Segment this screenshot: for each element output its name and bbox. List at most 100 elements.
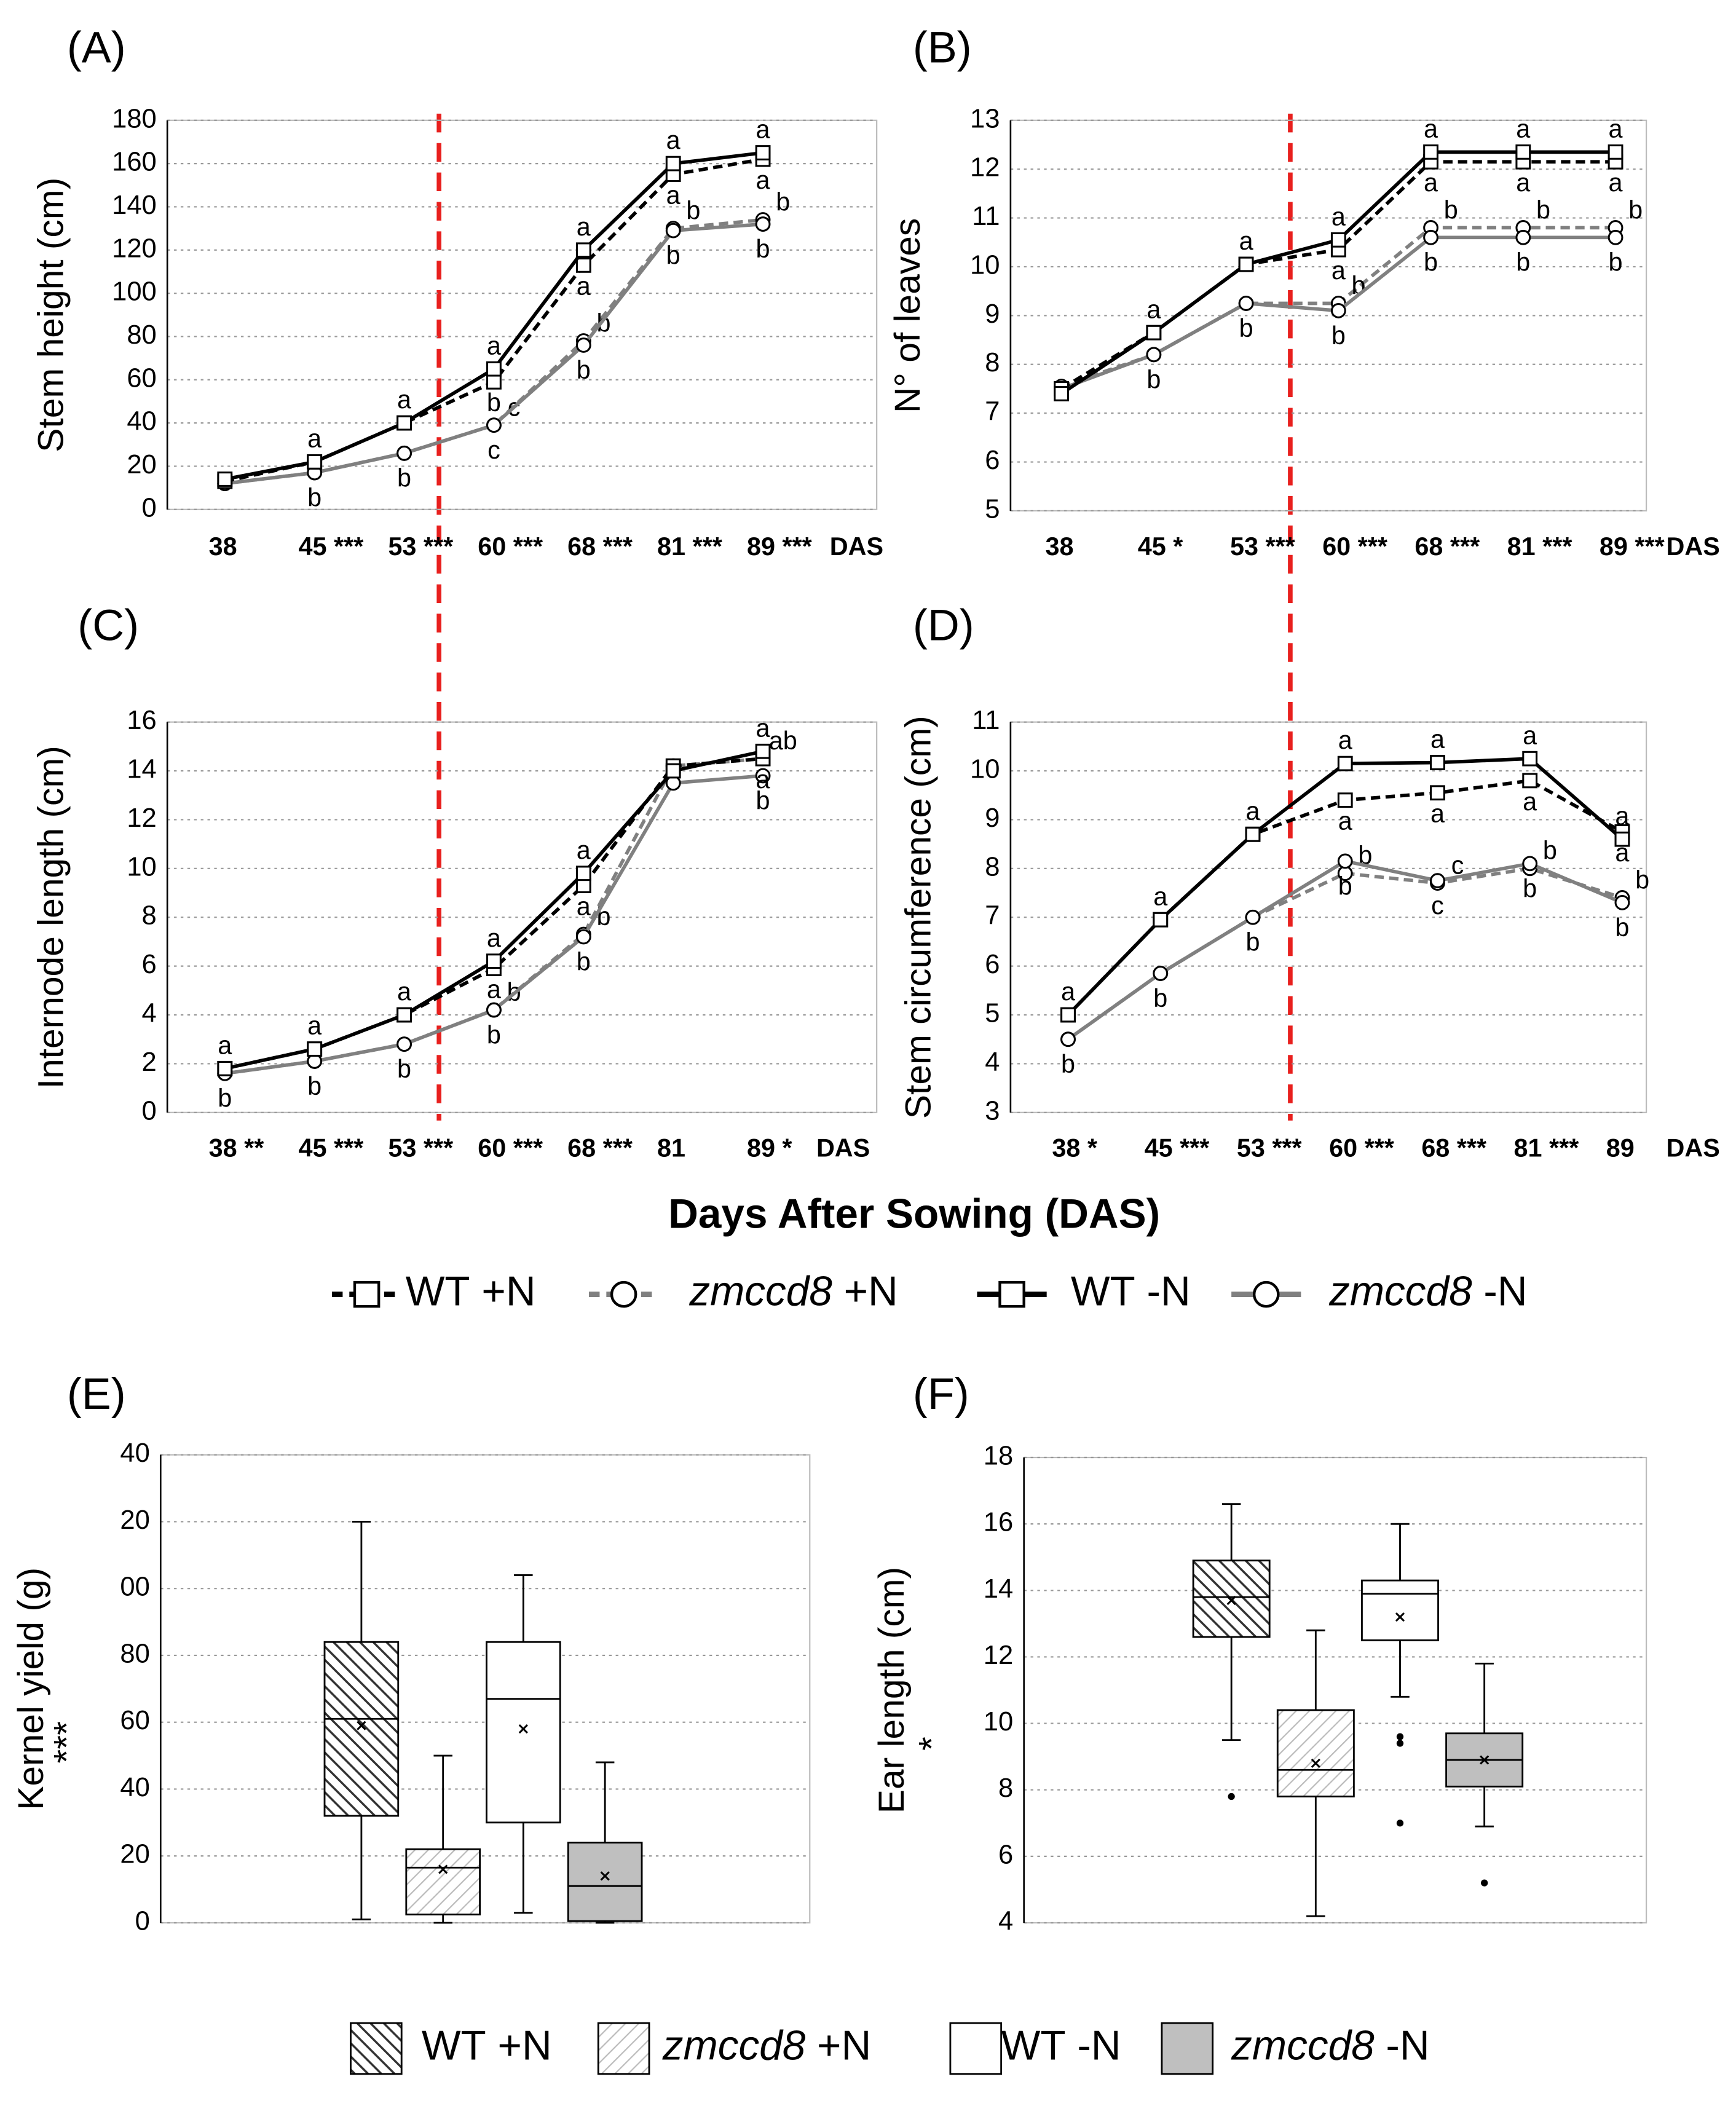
- significance-letter: a: [756, 116, 770, 144]
- y-axis-label: Stem circumference (cm): [899, 716, 939, 1119]
- data-point: [1430, 785, 1445, 801]
- data-point: [1522, 773, 1538, 789]
- data-point: [575, 866, 591, 881]
- y-tick-label: 5: [985, 999, 1000, 1028]
- y-tick-label: 12: [984, 1641, 1013, 1670]
- data-point: [486, 417, 502, 433]
- y-tick-label: 10: [970, 755, 1000, 784]
- significance-letter: c: [1451, 851, 1464, 879]
- x-tick-label: 68 ***: [1414, 532, 1480, 561]
- legend-label: WT -N: [1001, 2022, 1121, 2069]
- significance-letter: a: [1424, 168, 1438, 197]
- legend-marker: [998, 1280, 1025, 1308]
- data-point: [755, 768, 771, 784]
- significance: ***: [47, 1721, 87, 1764]
- legend-genotype: zmccd8: [1231, 2022, 1375, 2069]
- y-tick-label: 10: [984, 1707, 1013, 1737]
- significance-letter: ab: [769, 727, 797, 755]
- data-point: [575, 242, 591, 258]
- data-point: [1060, 1007, 1076, 1023]
- y-tick-label: 40: [120, 1773, 149, 1802]
- legend-genotype: WT: [1071, 1268, 1135, 1314]
- legend-treatment: -N: [1483, 1268, 1527, 1314]
- x-tick-label: 45 ***: [1145, 1134, 1210, 1162]
- significance-letter: b: [1332, 321, 1346, 350]
- y-tick-label: 00: [120, 1572, 149, 1602]
- significance-letter: a: [487, 924, 501, 952]
- significance-letter: b: [1615, 913, 1629, 942]
- y-tick-label: 4: [142, 999, 157, 1028]
- significance-letter: b: [1239, 314, 1253, 342]
- data-point: [755, 145, 771, 160]
- significance-letter: c: [487, 436, 500, 464]
- y-tick-label: 4: [998, 1907, 1013, 1936]
- significance-letter: a: [397, 385, 411, 414]
- y-tick-label: 8: [985, 348, 1000, 377]
- data-point: [1245, 909, 1261, 925]
- significance-letter: a: [397, 977, 411, 1006]
- legend-swatch: [597, 2022, 650, 2075]
- outlier: [1396, 1740, 1404, 1747]
- significance-letter: a: [1239, 227, 1253, 255]
- data-point: [1337, 792, 1353, 808]
- significance-letter: a: [577, 893, 591, 921]
- legend-space: [1472, 1268, 1484, 1314]
- legend-space: [1375, 2022, 1386, 2069]
- legend-label: WT -N: [1071, 1268, 1191, 1314]
- significance-letter: b: [1523, 874, 1537, 902]
- significance-letter: a: [1516, 115, 1530, 143]
- y-axis-label: Ear length (cm): [872, 1567, 912, 1813]
- significance-letter: b: [307, 483, 322, 511]
- legend-label: zmccd8 +N: [662, 2022, 871, 2069]
- significance-letter: b: [756, 235, 770, 263]
- plot-frame: [167, 119, 878, 510]
- y-tick-label: 80: [127, 320, 156, 350]
- y-tick-label: 16: [127, 706, 156, 735]
- significance-letter: b: [1628, 195, 1643, 224]
- data-point: [575, 337, 591, 353]
- significance-letter: b: [1245, 928, 1260, 956]
- data-point: [1423, 144, 1438, 160]
- legend-genotype: zmccd8: [688, 1268, 832, 1314]
- y-tick-label: 6: [985, 950, 1000, 979]
- data-point: [1423, 229, 1438, 245]
- y-tick-label: 7: [985, 901, 1000, 931]
- x-tick-label: 53 ***: [1230, 532, 1296, 561]
- significance-letter: a: [666, 126, 681, 154]
- y-tick-label: 6: [985, 446, 1000, 475]
- significance-letter: b: [756, 786, 770, 814]
- x-tick-label: 60 ***: [1322, 532, 1388, 561]
- box: [486, 1641, 561, 1824]
- data-point: [1245, 826, 1261, 842]
- significance-letter: b: [577, 356, 591, 384]
- y-tick-label: 11: [972, 706, 1000, 735]
- y-tick-label: 8: [142, 901, 157, 931]
- data-point: [1522, 856, 1538, 872]
- legend-marker: [353, 1280, 381, 1308]
- y-tick-label: 10: [127, 852, 156, 881]
- significance-letter: a: [1430, 800, 1445, 828]
- y-tick-label: 0: [135, 1907, 150, 1936]
- outlier: [1228, 1792, 1235, 1800]
- y-tick-label: 80: [120, 1639, 149, 1668]
- legend-treatment: +N: [817, 2022, 871, 2069]
- box: [405, 1848, 481, 1915]
- significance-letter: b: [218, 1084, 232, 1113]
- legend-swatch: [949, 2022, 1003, 2075]
- y-tick-label: 160: [112, 148, 157, 177]
- common-x-label: Days After Sowing (DAS): [668, 1191, 1160, 1237]
- legend-genotype: zmccd8: [662, 2022, 806, 2069]
- data-point: [1146, 325, 1162, 341]
- mean-marker: [518, 1724, 528, 1734]
- x-tick-label: 81 ***: [1507, 532, 1573, 561]
- y-tick-label: 40: [120, 1438, 149, 1468]
- x-tick-label: 53 ***: [1237, 1134, 1303, 1162]
- significance-letter: a: [756, 765, 770, 794]
- data-point: [486, 953, 502, 969]
- mean-marker: [1311, 1758, 1320, 1769]
- significance-letter: b: [487, 388, 501, 417]
- panel-title: (E): [67, 1370, 126, 1419]
- box: [567, 1842, 643, 1922]
- y-tick-label: 7: [985, 397, 1000, 427]
